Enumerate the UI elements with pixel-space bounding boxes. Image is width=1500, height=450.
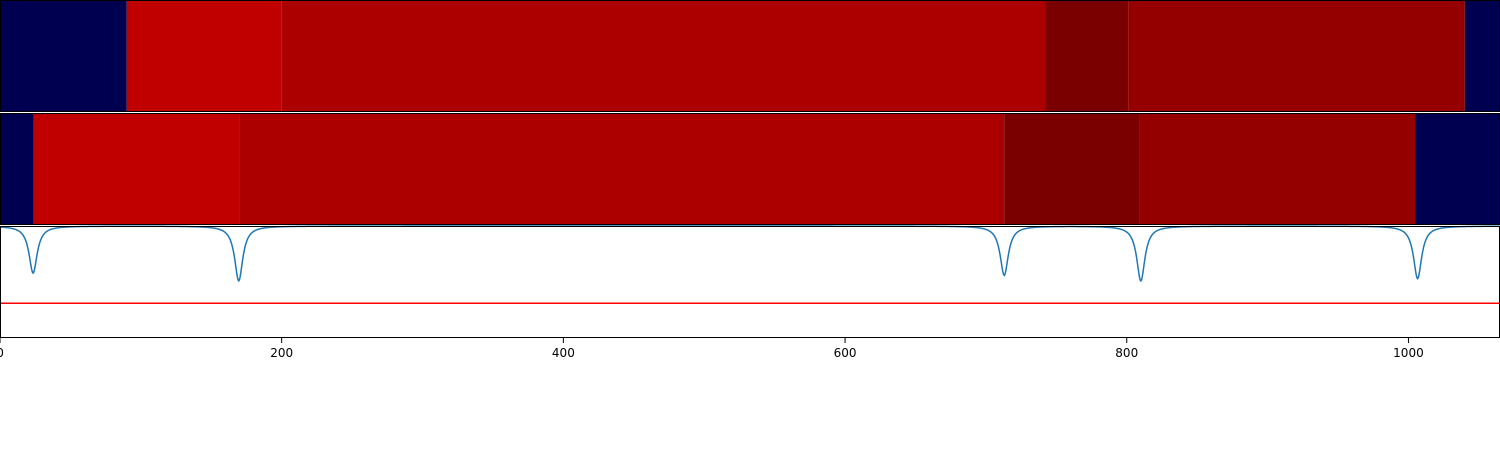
heatmap-panel-middle [0,113,1500,225]
x-tick-label-6: 1000 [1393,346,1424,360]
x-tick-label-5: 800 [1115,346,1138,360]
segment-2-5 [1139,113,1416,225]
panel-frame-3 [0,226,1500,338]
x-axis: 0 200 400 600 800 1000 [0,338,1424,360]
heatmap-panel-top [0,0,1500,112]
segment-1-4 [1045,0,1129,112]
x-tick-label-4: 600 [834,346,857,360]
segment-1-3 [281,0,1046,112]
x-tick-label-1: 0 [0,346,4,360]
line-panel [0,225,1500,338]
segment-2-3 [239,113,1005,225]
segment-1-5 [1128,0,1465,112]
segment-1-2 [126,0,282,112]
segment-1-1 [0,0,127,112]
dip-curve [0,225,1500,283]
segment-1-6 [1464,0,1500,112]
segment-2-1 [0,113,34,225]
segment-2-6 [1415,113,1500,225]
x-tick-label-3: 400 [552,346,575,360]
x-tick-label-2: 200 [270,346,293,360]
segment-2-4 [1004,113,1140,225]
segment-2-2 [33,113,240,225]
